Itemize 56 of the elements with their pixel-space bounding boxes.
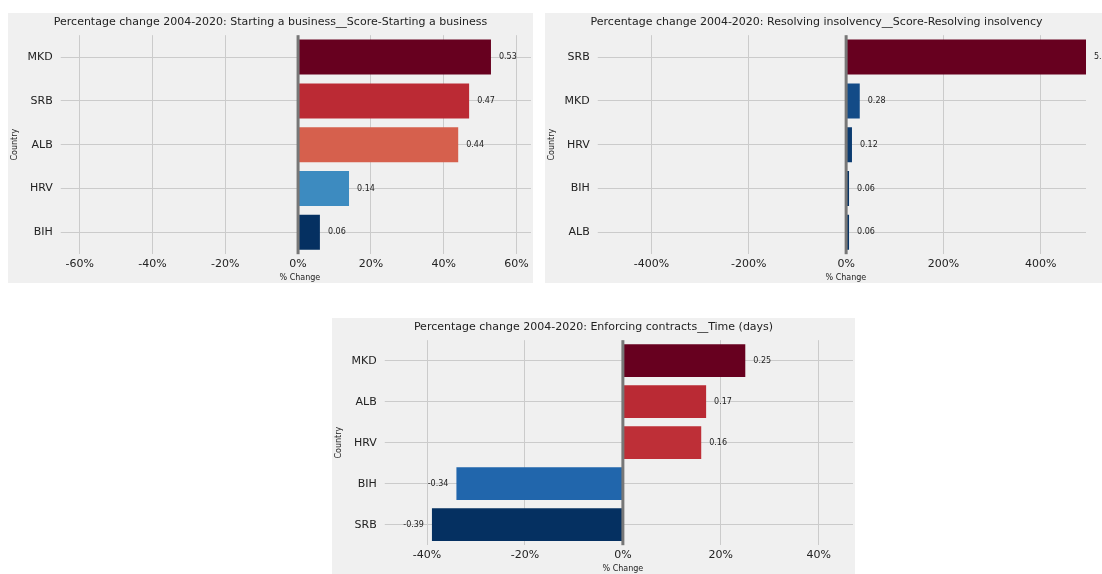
data-label: 0.44 xyxy=(466,139,485,149)
data-label: 0.12 xyxy=(859,139,878,149)
y-axis-title: Country xyxy=(546,128,556,161)
y-tick-label: SRB xyxy=(354,517,377,531)
x-tick-label: 60% xyxy=(504,256,529,270)
y-tick-label: HRV xyxy=(566,137,591,151)
y-tick-label: BIH xyxy=(357,476,377,490)
data-label: 0.25 xyxy=(753,355,772,365)
x-tick-label: -60% xyxy=(65,256,94,270)
x-tick-label: 40% xyxy=(806,547,831,561)
y-tick-label: HRV xyxy=(29,181,54,195)
y-tick-label: SRB xyxy=(567,49,590,63)
x-tick-label: 0% xyxy=(614,547,632,561)
data-label: 0.17 xyxy=(714,396,732,406)
y-tick-label: ALB xyxy=(355,394,377,408)
y-axis-title: Country xyxy=(9,128,19,161)
x-tick-label: -20% xyxy=(510,547,540,561)
x-tick-label: 20% xyxy=(358,256,384,270)
y-tick-label: HRV xyxy=(353,435,378,449)
data-label: 0.16 xyxy=(709,437,728,447)
y-tick-label: BIH xyxy=(33,225,53,239)
y-axis-title: Country xyxy=(333,426,343,459)
data-label: 0.06 xyxy=(857,227,875,237)
y-tick-label: MKD xyxy=(351,353,377,367)
x-tick-label: -400% xyxy=(633,256,670,270)
x-tick-label: 400% xyxy=(1025,256,1057,270)
data-label: 0.53 xyxy=(498,52,517,62)
data-label: 0.06 xyxy=(857,183,875,193)
y-tick-label: ALB xyxy=(31,137,53,151)
x-axis-title: % Change xyxy=(602,564,644,574)
data-label: -0.39 xyxy=(403,519,424,529)
y-tick-label: SRB xyxy=(30,93,53,107)
x-tick-label: -20% xyxy=(211,256,240,270)
chart-title: Percentage change 2004-2020: Resolving insolvency__Score-Resolving insolvency xyxy=(590,15,1043,29)
data-label: 0.28 xyxy=(867,95,886,105)
x-tick-label: 0% xyxy=(837,256,855,270)
x-tick-label: 0% xyxy=(289,256,307,270)
y-tick-label: ALB xyxy=(568,225,590,239)
y-tick-label: MKD xyxy=(27,49,53,63)
x-tick-label: 40% xyxy=(431,256,456,270)
x-tick-label: 20% xyxy=(708,547,734,561)
x-tick-label: 200% xyxy=(927,256,960,270)
data-label: 0.47 xyxy=(477,95,495,105)
x-tick-label: -40% xyxy=(138,256,167,270)
data-label: 5. xyxy=(1094,52,1102,62)
chart-title: Percentage change 2004-2020: Enforcing contracts__Time (days) xyxy=(413,320,774,334)
y-tick-label: BIH xyxy=(570,181,590,195)
data-label: 0.06 xyxy=(327,227,346,237)
x-tick-label: -200% xyxy=(731,256,767,270)
data-label: 0.14 xyxy=(357,183,375,193)
x-axis-title: % Change xyxy=(279,273,321,283)
chart-title: Percentage change 2004-2020: Starting a business__Score-Starting a business xyxy=(53,15,488,29)
data-label: -0.34 xyxy=(427,478,449,488)
x-tick-label: -40% xyxy=(412,547,442,561)
y-tick-label: MKD xyxy=(564,93,590,107)
x-axis-title: % Change xyxy=(825,273,867,283)
